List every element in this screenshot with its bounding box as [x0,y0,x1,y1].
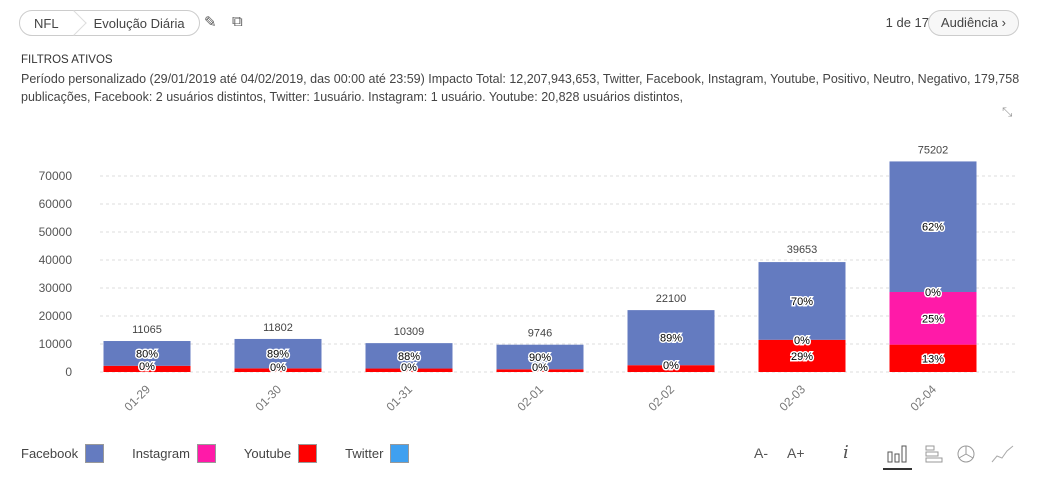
y-tick-label: 40000 [39,253,73,267]
next-report-label: Audiência [940,15,999,30]
legend-item-instagram[interactable]: Instagram [132,444,216,463]
bar-segment-youtube[interactable] [889,344,977,372]
bar-percent-label: 29% [791,351,813,363]
legend-swatch [298,444,318,463]
bar-percent-label: 89% [267,349,289,361]
bar-percent-label: 0% [401,362,417,374]
legend-swatch [196,444,216,463]
bar-percent-label: 70% [791,296,813,308]
bar-segment-facebook[interactable] [758,262,846,340]
bar-total-label: 11065 [132,324,162,336]
bar-percent-label: 90% [529,352,551,364]
line-chart-icon[interactable] [991,445,1014,463]
x-tick-label: 02-04 [908,382,940,414]
info-icon[interactable]: i [843,442,849,463]
x-tick-label: 01-31 [384,382,416,414]
legend-item-twitter[interactable]: Twitter [345,444,410,463]
horizontal-bar-chart-icon[interactable] [925,445,943,463]
bar-segment-youtube[interactable] [365,368,453,372]
bar-segment-facebook[interactable] [365,343,453,369]
bar-percent-label: 62% [922,222,944,234]
bar-segment-facebook[interactable] [627,310,715,366]
bar-total-label: 9746 [528,328,552,340]
chart-legend: Facebook Instagram Youtube Twitter [21,444,437,463]
bar-segment-facebook[interactable] [889,161,977,292]
font-increase-button[interactable]: A+ [787,445,805,461]
bar-percent-label: 0% [663,360,679,372]
bar-segment-instagram[interactable] [889,291,977,345]
edit-icon[interactable]: ✎ [204,14,217,31]
legend-label: Twitter [345,446,384,461]
filters-text: Período personalizado (29/01/2019 até 04… [21,72,1020,104]
bar-total-label: 10309 [394,326,425,338]
bar-segment-youtube[interactable] [758,339,846,372]
bar-total-label: 39653 [787,244,818,256]
bar-percent-label: 80% [136,348,158,360]
y-tick-label: 70000 [39,169,73,183]
bar-segment-youtube[interactable] [103,365,191,372]
bar-percent-label: 88% [398,351,420,363]
legend-label: Instagram [132,446,190,461]
active-tab-indicator [883,468,912,470]
x-tick-label: 01-30 [253,382,285,414]
legend-item-youtube[interactable]: Youtube [243,444,318,463]
bar-segment-youtube[interactable] [627,365,715,372]
bar-percent-label: 0% [925,287,941,299]
bar-segment-facebook[interactable] [234,338,322,369]
chevron-right-icon: › [1001,15,1006,30]
font-decrease-button[interactable]: A- [754,445,768,461]
y-tick-label: 10000 [39,337,73,351]
legend-swatch [390,444,410,463]
copy-icon[interactable]: ⧉ [232,13,243,30]
bar-percent-label: 0% [794,335,810,347]
bar-chart: 0 10000 20000 30000 40000 50000 60000 70000 1106… [39,144,1015,414]
bar-percent-label: 0% [270,362,286,374]
bar-segment-youtube[interactable] [496,369,584,372]
legend-item-facebook[interactable]: Facebook [21,444,105,463]
bar-total-label: 11802 [263,322,293,334]
chart-type-toolbar [883,445,1014,470]
x-tick-label: 02-03 [777,382,809,414]
bar-percent-label: 89% [660,333,682,345]
bar-total-label: 22100 [656,293,687,305]
bar-percent-label: 13% [922,353,944,365]
bar-total-label: 75202 [918,144,949,156]
y-tick-label: 30000 [39,281,73,295]
bar-segment-facebook[interactable] [103,341,191,366]
pie-chart-icon[interactable] [957,445,975,463]
bar-segment-facebook[interactable] [496,344,584,370]
bar-percent-label: 0% [532,362,548,374]
page-counter: 1 de 17 [885,15,929,30]
legend-label: Youtube [243,446,292,461]
y-tick-label: 60000 [39,197,73,211]
breadcrumb-item-evolucao[interactable]: Evolução Diária [93,15,185,31]
legend-swatch [85,444,105,463]
x-tick-label: 01-29 [122,382,154,414]
bar-percent-label: 25% [922,313,944,325]
collapse-icon[interactable]: ⤡ [1002,104,1013,119]
legend-label: Facebook [21,446,79,461]
next-report-button[interactable]: Audiência › [927,10,1019,36]
breadcrumb-item-nfl[interactable]: NFL [34,15,59,31]
x-tick-label: 02-02 [646,382,678,414]
bar-segment-youtube[interactable] [234,368,322,372]
vertical-bar-chart-icon[interactable] [887,445,907,463]
y-tick-label: 0 [65,365,72,379]
y-tick-label: 50000 [39,225,73,239]
filters-title: FILTROS ATIVOS [21,54,113,66]
y-tick-label: 20000 [39,309,73,323]
bar-percent-label: 0% [139,361,155,373]
breadcrumb: NFL Evolução Diária [19,10,200,36]
x-tick-label: 02-01 [515,382,547,414]
